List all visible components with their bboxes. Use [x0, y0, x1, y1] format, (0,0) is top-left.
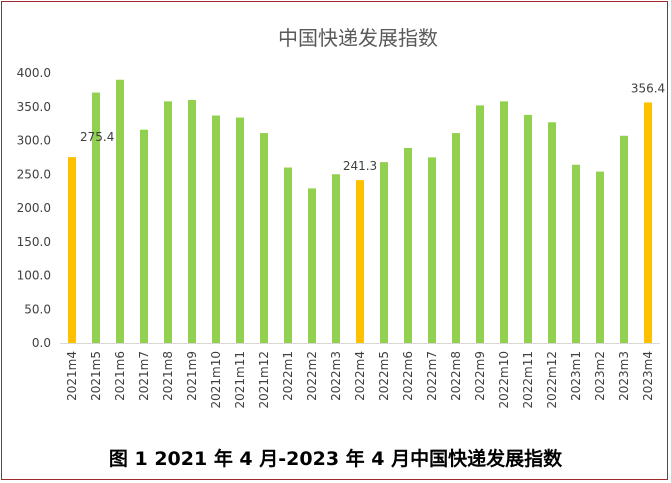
x-tick-label: 2022m7 — [425, 351, 439, 401]
x-tick-label: 2023m2 — [593, 351, 607, 401]
bar — [596, 171, 604, 343]
bar — [380, 162, 388, 343]
x-tick-label: 2021m7 — [137, 351, 151, 401]
x-tick-label: 2021m11 — [233, 351, 247, 409]
x-tick-label: 2022m11 — [521, 351, 535, 409]
bar — [572, 164, 580, 343]
x-tick-label: 2021m12 — [257, 351, 271, 409]
bar — [452, 133, 460, 343]
x-tick-label: 2023m3 — [617, 351, 631, 401]
data-label: 356.4 — [631, 81, 665, 95]
data-label: 275.4 — [80, 130, 114, 144]
y-axis-ticks: 0.0 50.0 100.0 150.0 200.0 250.0 300.0 350.0 400… — [17, 66, 51, 350]
x-tick-label: 2023m1 — [569, 351, 583, 401]
data-labels: 275.4 241.3 356.4 — [80, 81, 665, 173]
y-tick-label: 150.0 — [17, 235, 51, 249]
data-label: 241.3 — [343, 159, 377, 173]
bar — [524, 114, 532, 343]
bar — [284, 167, 292, 343]
x-tick-label: 2021m10 — [209, 351, 223, 409]
bar — [260, 133, 268, 343]
bar — [500, 101, 508, 343]
x-tick-label: 2021m5 — [89, 351, 103, 401]
bar-highlight — [356, 180, 364, 343]
bar — [620, 135, 628, 343]
x-tick-label: 2022m5 — [377, 351, 391, 401]
x-tick-label: 2022m2 — [305, 351, 319, 401]
bar — [332, 174, 340, 343]
bar — [212, 115, 220, 344]
bar — [428, 157, 436, 343]
x-tick-label: 2023m4 — [641, 351, 655, 401]
bars — [68, 79, 652, 344]
x-tick-label: 2022m8 — [449, 351, 463, 401]
y-tick-label: 200.0 — [17, 201, 51, 215]
bar — [476, 105, 484, 344]
x-tick-label: 2022m4 — [353, 351, 367, 401]
bar — [548, 122, 556, 344]
x-tick-label: 2021m9 — [185, 351, 199, 401]
x-tick-label: 2021m8 — [161, 351, 175, 401]
bar — [188, 100, 196, 343]
bar-chart: 中国快递发展指数 0.0 50.0 100.0 150.0 200.0 250.0 300.… — [17, 26, 666, 409]
figure-caption: 图 1 2021 年 4 月-2023 年 4 月中国快递发展指数 — [108, 448, 563, 470]
bar — [116, 79, 124, 343]
bar — [404, 147, 412, 343]
y-tick-label: 100.0 — [17, 269, 51, 283]
x-tick-label: 2022m10 — [497, 351, 511, 409]
bar — [164, 101, 172, 343]
y-tick-label: 300.0 — [17, 134, 51, 148]
bar — [140, 129, 148, 343]
bar — [236, 117, 244, 343]
y-tick-label: 0.0 — [32, 336, 51, 350]
x-tick-label: 2022m12 — [545, 351, 559, 409]
x-tick-label: 2021m6 — [113, 351, 127, 401]
y-tick-label: 50.0 — [24, 302, 51, 316]
x-axis-ticks: 2021m4 2021m5 2021m6 2021m7 2021m8 2021m9 2021… — [65, 351, 655, 409]
chart-title: 中国快递发展指数 — [278, 26, 438, 50]
y-tick-label: 400.0 — [17, 66, 51, 80]
bar-highlight — [644, 102, 652, 344]
bar — [308, 188, 316, 343]
x-tick-label: 2022m3 — [329, 351, 343, 401]
y-tick-label: 250.0 — [17, 167, 51, 181]
x-tick-label: 2021m4 — [65, 351, 79, 401]
bar-highlight — [68, 157, 76, 343]
y-tick-label: 350.0 — [17, 100, 51, 114]
x-tick-label: 2022m6 — [401, 351, 415, 401]
x-tick-label: 2022m9 — [473, 351, 487, 401]
bar — [92, 92, 100, 343]
x-tick-label: 2022m1 — [281, 351, 295, 401]
